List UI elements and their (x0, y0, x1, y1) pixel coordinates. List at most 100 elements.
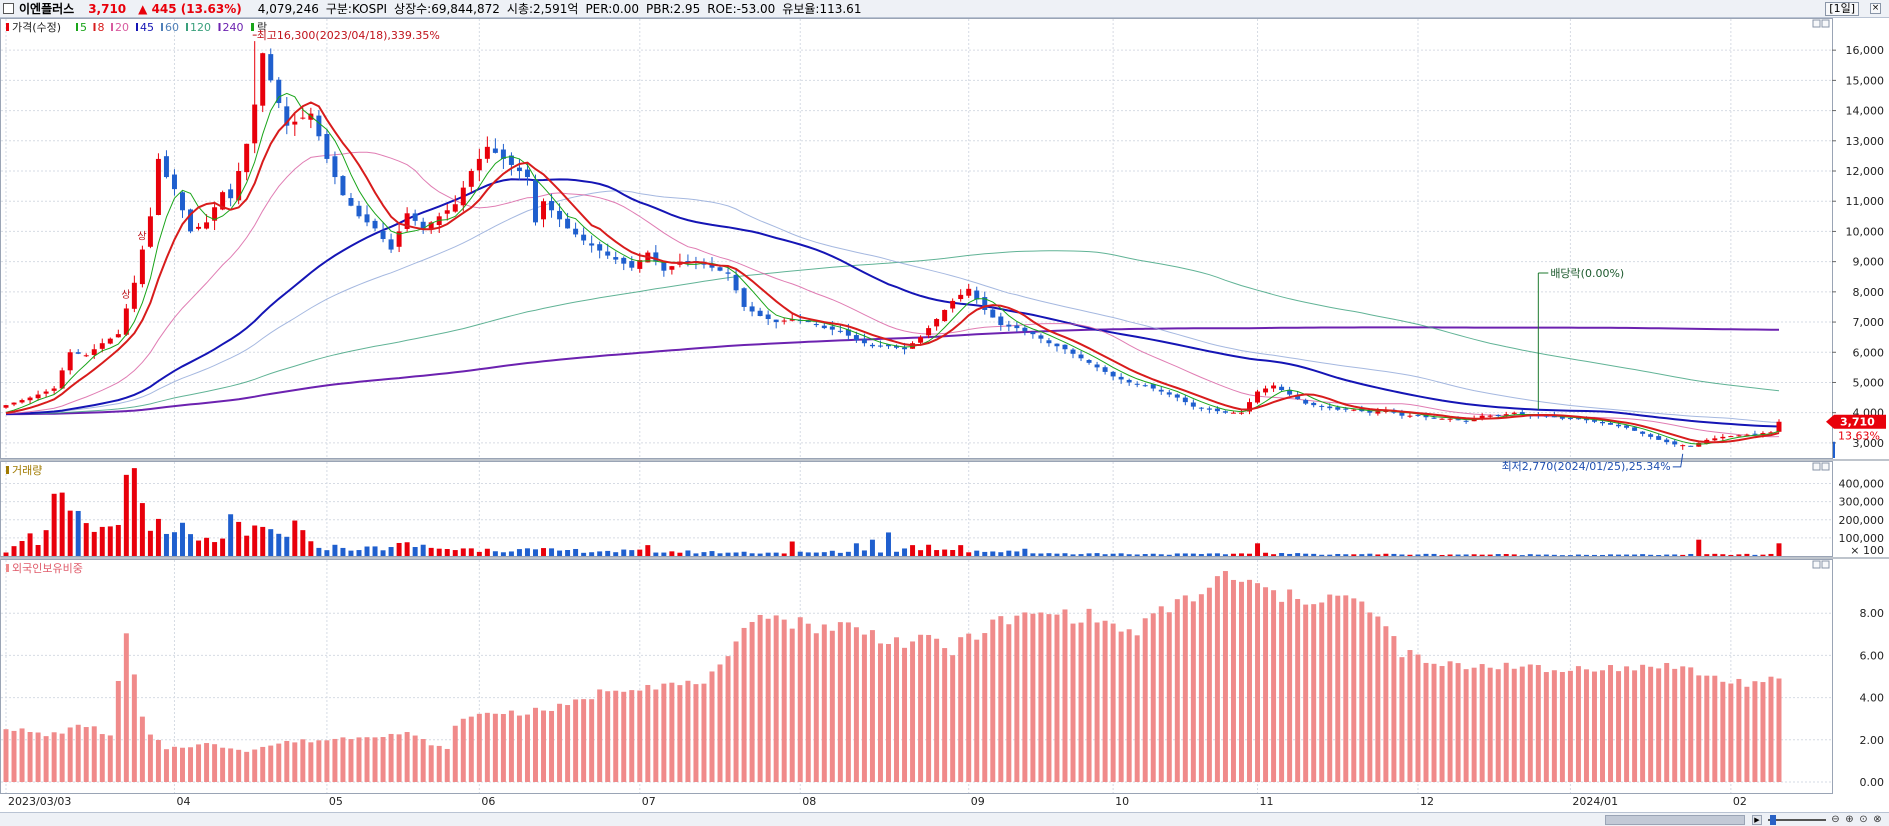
candle-body (1672, 441, 1678, 445)
volume-bar (476, 551, 482, 556)
candle-body (1487, 415, 1493, 417)
zoom-fit-icon[interactable]: ⊗ (1873, 814, 1882, 825)
foreign-bar (918, 634, 924, 782)
volume-bar (1527, 554, 1533, 556)
zoom-slider[interactable] (1768, 819, 1826, 821)
panel-maximize-icon (1812, 462, 1821, 471)
foreign-bar (252, 749, 258, 782)
price-tick-label: 10,000 (1846, 225, 1885, 238)
foreign-bar (1728, 683, 1734, 782)
volume-bar (533, 549, 538, 556)
zoom-out-icon[interactable]: ⊖ (1831, 814, 1840, 825)
period-button[interactable]: [1일] (1825, 2, 1859, 16)
volume-tick-label: 200,000 (1839, 514, 1885, 527)
volume-bar (877, 552, 883, 556)
volume-bar (484, 548, 490, 556)
candle-body (412, 213, 418, 221)
volume-bar (677, 552, 683, 556)
foreign-bar (1190, 601, 1196, 782)
volume-bar (1118, 553, 1124, 556)
candle-body (356, 205, 362, 217)
foreign-bar (789, 628, 795, 782)
dividend-annotation: 배당락(0.00%) (1550, 267, 1624, 280)
volume-bar (1375, 554, 1381, 556)
candle-body (998, 316, 1004, 326)
foreign-bar (1238, 581, 1244, 782)
candle-body (372, 220, 378, 229)
ma5-line (5, 92, 1780, 445)
legend-ma-label: 8 (98, 21, 105, 34)
volume-bar (1343, 554, 1349, 556)
foreign-bar (669, 682, 675, 782)
foreign-bar (1391, 636, 1397, 782)
candle-body (212, 207, 218, 221)
volume-bar (1535, 554, 1541, 556)
foreign-bar (444, 748, 450, 782)
volume-bar (781, 553, 787, 556)
candle-body (733, 274, 739, 291)
volume-bar (669, 551, 675, 556)
volume-bar (1575, 554, 1581, 556)
candle-body (1094, 364, 1100, 368)
foreign-bar (508, 710, 514, 782)
volume-bar (853, 543, 859, 556)
foreign-bar (188, 747, 194, 782)
volume-bar (364, 546, 370, 556)
candle-body (1174, 394, 1180, 398)
x-tick-label: 06 (481, 795, 495, 808)
candle-body (123, 308, 129, 335)
select-checkbox[interactable] (3, 3, 14, 14)
foreign-bar (356, 737, 362, 782)
candle-body (11, 402, 17, 405)
foreign-bar (316, 740, 322, 782)
foreign-bar (533, 707, 538, 782)
foreign-bar (19, 728, 25, 782)
volume-bar (1150, 553, 1156, 556)
scroll-right-arrow-icon[interactable]: ▶ (1752, 815, 1762, 825)
volume-bar (348, 550, 354, 556)
candle-body (1263, 388, 1269, 393)
zoom-reset-icon[interactable]: ⊙ (1859, 814, 1868, 825)
candle-body (27, 397, 33, 401)
foreign-bar (701, 683, 707, 782)
ma8-line (5, 101, 1780, 444)
legend-ma-label: 20 (115, 21, 129, 34)
volume-bar (1656, 555, 1662, 557)
volume-bar (1720, 554, 1726, 556)
volume-bar (460, 548, 466, 556)
volume-bar (163, 533, 169, 556)
foreign-bar (605, 691, 611, 782)
zoom-in-icon[interactable]: ⊕ (1845, 814, 1854, 825)
volume-bar (412, 547, 418, 556)
volume-bar (757, 553, 763, 556)
candle-body (1399, 411, 1405, 416)
volume-bar (741, 551, 747, 556)
candle-body (533, 180, 538, 223)
candle-body (452, 204, 458, 212)
foreign-title-swatch (6, 564, 9, 572)
candle-body (196, 226, 202, 229)
volume-bar (1712, 553, 1718, 556)
foreign-bar (1664, 662, 1670, 782)
zoom-slider-knob[interactable] (1770, 815, 1776, 825)
foreign-bar (1696, 675, 1702, 782)
chart-area[interactable]: 16,000 15,000 14,000 13,000 12,000 11,000 10,0… (0, 18, 1889, 812)
foreign-bar (1335, 595, 1341, 782)
foreign-bar (1078, 622, 1084, 782)
volume-bar (693, 553, 699, 556)
candle-body (1712, 438, 1718, 441)
candle-body (404, 213, 410, 229)
foreign-bar (1600, 670, 1605, 782)
foreign-bar (1503, 662, 1509, 782)
close-icon[interactable]: × (1870, 3, 1881, 14)
candle-body (468, 171, 474, 187)
foreign-bar (59, 733, 65, 782)
foreign-bar (1230, 579, 1236, 782)
volume-panel-frame (0, 461, 1833, 557)
scroll-thumb[interactable] (1605, 815, 1745, 825)
candle-body (813, 324, 819, 326)
foreign-bar (1062, 609, 1068, 782)
volume-bar (902, 548, 908, 556)
foreign-bar (1559, 671, 1565, 782)
volume-bar (1616, 554, 1622, 556)
